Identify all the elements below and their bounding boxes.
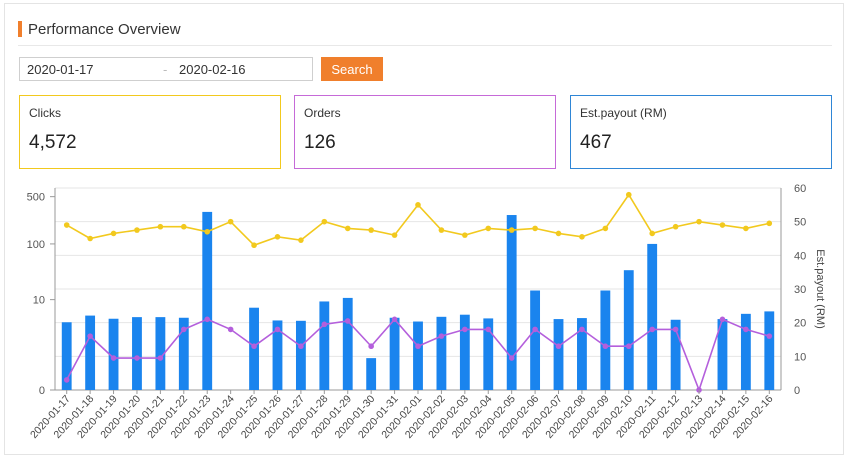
clicks-label: Clicks (29, 106, 61, 120)
title-accent-bar (18, 21, 22, 37)
date-separator: - (163, 62, 168, 77)
section-header: Performance Overview (18, 20, 181, 38)
end-date-input[interactable]: 2020-02-16 (179, 62, 246, 77)
orders-card[interactable]: Orders 126 (294, 95, 556, 169)
payout-card[interactable]: Est.payout (RM) 467 (570, 95, 832, 169)
page-title: Performance Overview (28, 20, 181, 38)
payout-label: Est.payout (RM) (580, 106, 667, 120)
orders-label: Orders (304, 106, 341, 120)
orders-value: 126 (304, 132, 336, 153)
header-divider (18, 45, 832, 46)
date-range-picker[interactable]: 2020-01-17 - 2020-02-16 (19, 57, 313, 81)
clicks-card[interactable]: Clicks 4,572 (19, 95, 281, 169)
payout-value: 467 (580, 132, 612, 153)
start-date-input[interactable]: 2020-01-17 (27, 62, 94, 77)
search-button[interactable]: Search (321, 57, 383, 81)
clicks-value: 4,572 (29, 132, 77, 153)
